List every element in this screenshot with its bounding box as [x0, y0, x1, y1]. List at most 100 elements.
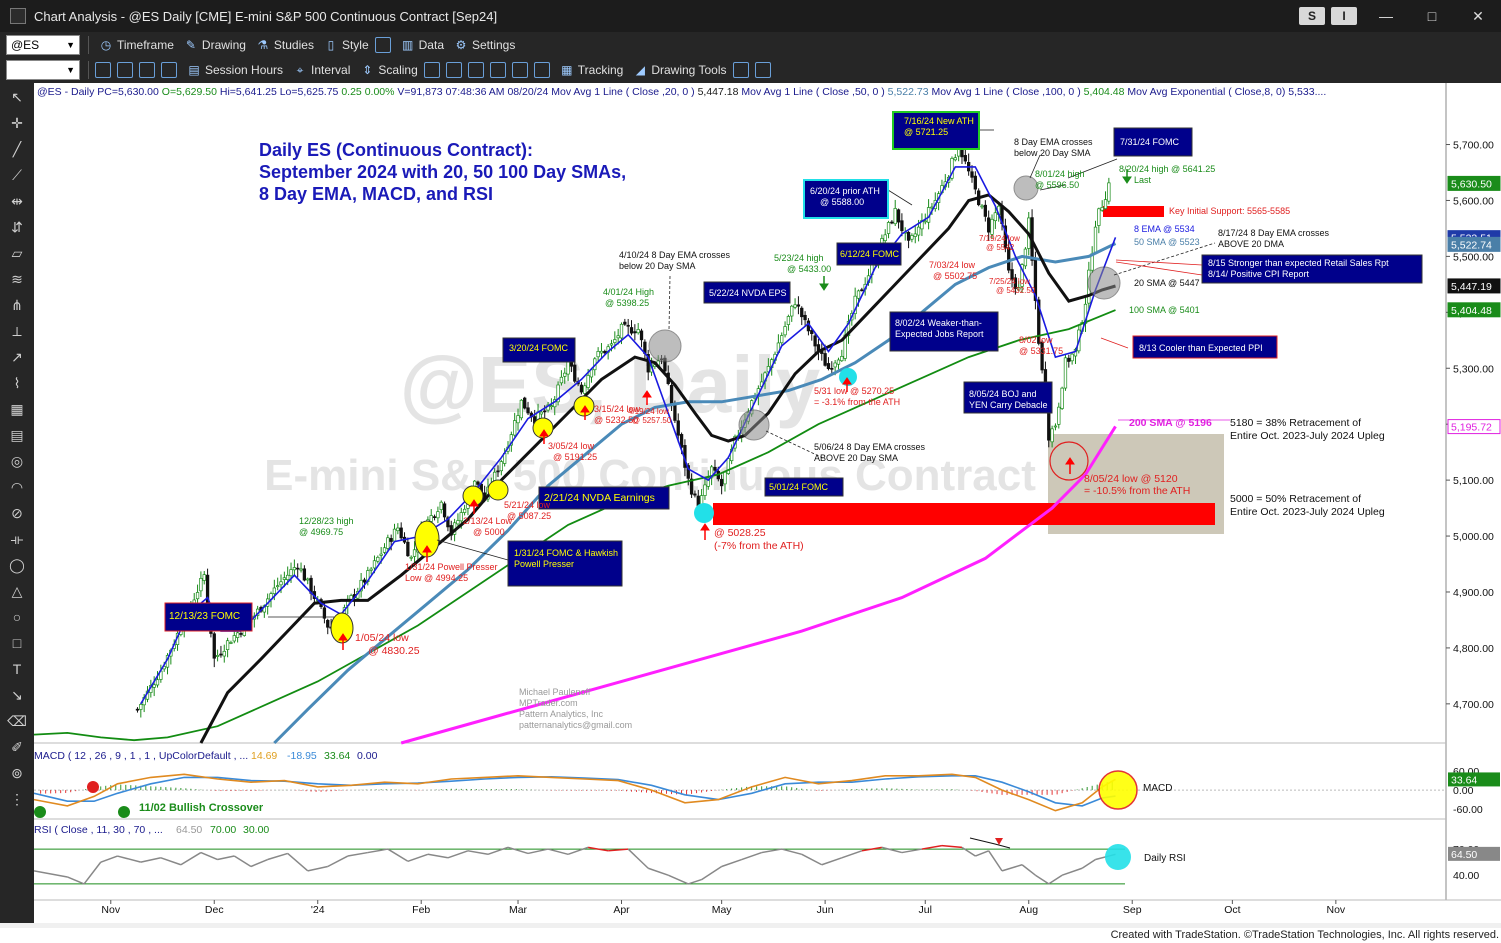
low-marker [330, 612, 354, 644]
search-icon[interactable] [139, 62, 155, 78]
scroll-left-icon[interactable] [489, 62, 506, 78]
vertical-line-icon[interactable]: ⇵ [11, 219, 23, 235]
compress-icon[interactable] [445, 62, 462, 78]
ray-icon[interactable]: ↗ [11, 349, 23, 365]
chart-area[interactable]: @ES, Daily E-mini S&P 500 Continuous Con… [33, 83, 1501, 923]
toolbar-divider [88, 61, 89, 79]
tracking-menu[interactable]: ▦ Tracking [560, 63, 624, 77]
key-support-label: Key Initial Support: 5565-5585 [1169, 206, 1290, 216]
bar-spacing-icon[interactable] [423, 62, 440, 78]
pitchfork-icon[interactable]: ⋔ [11, 297, 23, 313]
candle-body [1103, 199, 1108, 209]
maximize-button[interactable]: □ [1427, 8, 1437, 24]
tracking-label: Tracking [577, 63, 624, 77]
status-field: 0.00% [365, 86, 398, 98]
candle-body [276, 585, 280, 588]
low-802-value: @ 5331.75 [1019, 346, 1063, 356]
gann-icon[interactable]: ⟂ [12, 323, 22, 339]
macd-value-4: 0.00 [357, 750, 378, 762]
timeframe-menu[interactable]: ◷ Timeframe [99, 38, 174, 52]
status-line: @ES - Daily PC=5,630.00 O=5,629.50 Hi=5,… [37, 86, 1326, 98]
author-site: MPTrader.com [519, 698, 578, 708]
triangle-icon[interactable]: △ [11, 583, 23, 599]
chat-icon[interactable] [754, 62, 771, 78]
calendar-icon: ▤ [188, 63, 200, 77]
status-field: Hi=5,641.25 [220, 86, 280, 98]
low-419-value: (-7% from the ATH) [714, 540, 804, 552]
macd-value-3: 33.64 [324, 750, 350, 762]
channel-icon[interactable]: ▱ [11, 245, 23, 261]
candle-body [853, 295, 857, 315]
close-button[interactable]: ✕ [1472, 8, 1484, 24]
pointer-icon[interactable]: ↖ [11, 89, 23, 105]
candle-body [302, 568, 307, 581]
speed-icon[interactable]: ⊘ [11, 505, 23, 521]
low-221-value: @ 5087.25 [507, 511, 551, 521]
session-hours-menu[interactable]: ▤ Session Hours [187, 63, 283, 77]
candle-body [306, 578, 310, 581]
chart-svg[interactable]: @ES, Daily E-mini S&P 500 Continuous Con… [33, 83, 1501, 923]
candle-body [703, 484, 707, 496]
brush-tool-icon[interactable]: ⊚ [11, 765, 23, 781]
style-menu[interactable]: ▯ Style [324, 38, 369, 52]
snap-icon[interactable]: ⋮ [10, 791, 24, 807]
line-tool-icon[interactable]: ⟋ [12, 167, 22, 183]
status-field: 5,533.... [1288, 86, 1326, 98]
cycle-icon[interactable]: ⌇ [13, 375, 21, 391]
circle-icon[interactable]: ○ [12, 609, 22, 625]
highlighter-icon[interactable]: ✐ [11, 739, 23, 755]
rectangle-icon[interactable]: □ [12, 635, 22, 651]
rsi-line-segment [781, 848, 802, 856]
rsi-line-segment [1061, 867, 1083, 876]
data-menu[interactable]: ▥ Data [401, 38, 444, 52]
fibonacci-icon[interactable]: ≋ [11, 271, 23, 287]
minimize-button[interactable]: — [1379, 8, 1393, 24]
trendline-icon[interactable]: ╱ [12, 141, 22, 157]
interval-select[interactable]: ▼ [6, 60, 80, 80]
s-button[interactable]: S [1299, 7, 1325, 25]
expand-icon[interactable] [467, 62, 484, 78]
candle-body [1107, 182, 1111, 202]
interval-menu[interactable]: ⌖ Interval [293, 63, 351, 77]
zoom-in-icon[interactable] [511, 62, 528, 78]
ellipse-icon[interactable]: ◯ [9, 557, 25, 573]
zoom-icon[interactable] [117, 62, 133, 78]
horizontal-line-icon[interactable]: ⇹ [11, 193, 23, 209]
spiral-icon[interactable]: ◎ [10, 453, 24, 469]
cross-817-label-2: ABOVE 20 DMA [1218, 239, 1284, 249]
scaling-menu[interactable]: ⇕ Scaling [360, 63, 417, 77]
rsi-line-segment [701, 865, 723, 881]
crosshair-icon[interactable]: ✛ [11, 115, 23, 131]
arrow-icon[interactable]: ↘ [11, 687, 23, 703]
grid-tool-icon[interactable]: ▦ [10, 401, 24, 417]
drawing-menu[interactable]: ✎ Drawing [184, 38, 246, 52]
symbol-input[interactable]: @ES ▼ [6, 35, 80, 55]
refresh-icon[interactable] [95, 62, 111, 78]
candle-body [513, 420, 517, 436]
fomc-131-label: 1/31/24 FOMC & Hawkish [514, 548, 618, 558]
zoom-out-icon[interactable] [533, 62, 550, 78]
low-315-value: @ 5232.50 [594, 415, 638, 425]
candle-body [202, 574, 206, 581]
text-icon[interactable]: T [12, 661, 22, 677]
ruler-icon[interactable]: ⟛ [10, 531, 24, 547]
ema8-line [140, 166, 1117, 705]
candle-body [609, 343, 614, 346]
grid-icon: ▦ [561, 63, 573, 77]
export-icon[interactable] [732, 62, 749, 78]
studies-menu[interactable]: ⚗ Studies [256, 38, 314, 52]
i-button[interactable]: I [1331, 7, 1357, 25]
x-tick-label: Oct [1224, 904, 1240, 916]
eraser-icon[interactable]: ⌫ [7, 713, 27, 729]
arc-icon[interactable]: ◠ [10, 479, 24, 495]
drawing-tools-menu[interactable]: ◢ Drawing Tools [633, 63, 727, 77]
candle-body [1013, 277, 1018, 289]
toolbar-secondary: ▼ ▤ Session Hours ⌖ Interval ⇕ Scaling ▦ Tra… [0, 57, 1501, 83]
settings-menu[interactable]: ⚙ Settings [454, 38, 516, 52]
table-icon[interactable]: ▤ [10, 427, 24, 443]
candle-body [963, 155, 967, 162]
candle-body [910, 235, 914, 240]
link-icon[interactable] [161, 62, 177, 78]
status-field: @ES - Daily [37, 86, 97, 98]
layout-icon[interactable] [374, 37, 391, 53]
